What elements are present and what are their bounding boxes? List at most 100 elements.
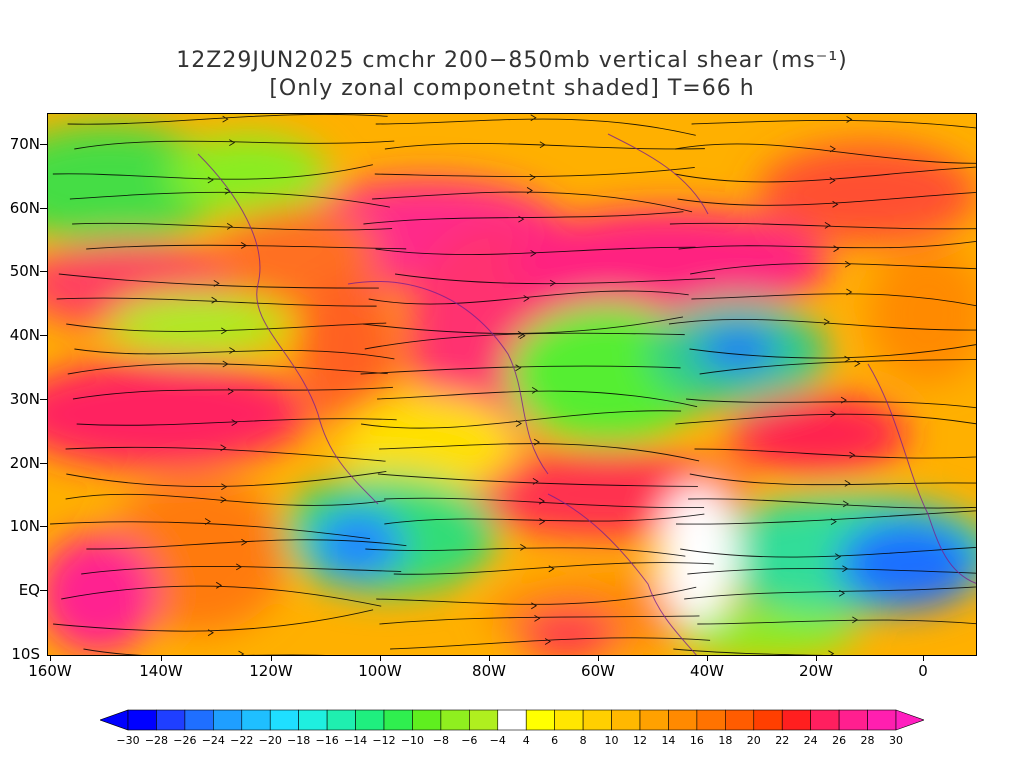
streamline-arrow bbox=[834, 553, 842, 560]
streamline bbox=[379, 615, 700, 625]
streamline-arrow bbox=[844, 479, 851, 487]
streamline bbox=[689, 344, 976, 359]
streamline-arrow bbox=[823, 318, 830, 326]
lon-tick bbox=[271, 656, 272, 661]
colorbar-label: 20 bbox=[746, 734, 761, 747]
colorbar-label: −4 bbox=[489, 734, 506, 747]
streamline-arrow bbox=[207, 176, 214, 184]
streamline-arrow bbox=[840, 396, 847, 404]
colorbar-swatch bbox=[554, 709, 584, 731]
colorbar-label: −28 bbox=[144, 734, 169, 747]
streamline-arrow bbox=[520, 543, 527, 551]
colorbar-swatch bbox=[355, 709, 385, 731]
colorbar-swatch bbox=[241, 709, 271, 731]
streamline bbox=[86, 244, 407, 250]
lat-label-70n: 70N bbox=[9, 135, 40, 153]
streamline bbox=[69, 191, 390, 208]
streamline bbox=[686, 398, 976, 409]
lon-tick bbox=[816, 656, 817, 661]
lat-label-30n: 30N bbox=[9, 390, 40, 408]
streamline bbox=[697, 619, 976, 625]
colorbar-label: −20 bbox=[258, 734, 282, 747]
colorbar-swatch bbox=[298, 709, 328, 731]
streamline-arrow bbox=[830, 518, 837, 526]
lon-tick bbox=[380, 656, 381, 661]
streamline bbox=[377, 390, 698, 408]
streamline-arrow bbox=[832, 200, 839, 208]
streamline bbox=[375, 118, 696, 136]
streamline-arrow bbox=[226, 223, 233, 230]
lon-label-40w: 40W bbox=[690, 662, 724, 680]
colorbar-swatch bbox=[326, 709, 356, 731]
lon-tick bbox=[489, 656, 490, 661]
streamline bbox=[677, 191, 976, 206]
colorbar-over-arrow bbox=[895, 709, 924, 731]
colorbar-label: 30 bbox=[889, 734, 903, 747]
streamline-arrow bbox=[238, 650, 245, 655]
colorbar-swatch bbox=[668, 709, 698, 731]
colorbar-label: −30 bbox=[116, 734, 140, 747]
lat-tick bbox=[40, 463, 47, 464]
streamline bbox=[690, 263, 976, 275]
streamline bbox=[374, 166, 695, 177]
streamline bbox=[376, 586, 697, 605]
streamline bbox=[66, 322, 387, 332]
streamline-arrow bbox=[534, 614, 541, 622]
colorbar-label: −16 bbox=[315, 734, 339, 747]
lat-label-10n: 10N bbox=[9, 517, 40, 535]
streamline bbox=[384, 142, 705, 150]
streamline-arrow bbox=[211, 296, 218, 304]
streamline bbox=[365, 547, 686, 557]
lat-tick bbox=[40, 144, 47, 145]
streamline bbox=[67, 363, 388, 375]
shear-map-plot bbox=[47, 113, 977, 656]
map-title-line2: [Only zonal componetnt shaded] T=66 h bbox=[269, 76, 755, 101]
colorbar bbox=[100, 709, 924, 731]
streamline bbox=[66, 471, 387, 487]
streamline bbox=[390, 637, 711, 650]
streamline-arrow bbox=[519, 332, 526, 340]
colorbar-swatch bbox=[725, 709, 755, 731]
streamline-arrow bbox=[842, 565, 849, 573]
streamline-arrow bbox=[854, 360, 861, 367]
streamline bbox=[81, 565, 402, 575]
streamline-arrow bbox=[204, 518, 211, 525]
colorbar-label: 26 bbox=[832, 734, 847, 747]
lon-tick bbox=[598, 656, 599, 661]
lon-label-20w: 20W bbox=[799, 662, 833, 680]
colorbar-label: 10 bbox=[604, 734, 619, 747]
streamline bbox=[674, 166, 976, 183]
streamline-arrow bbox=[207, 629, 214, 637]
streamline-arrow bbox=[533, 438, 541, 446]
streamline-arrow bbox=[530, 249, 537, 257]
streamlines-layer bbox=[50, 114, 976, 655]
colorbar-swatch bbox=[810, 709, 840, 731]
lat-label-60n: 60N bbox=[9, 199, 40, 217]
streamline-arrow bbox=[235, 563, 243, 571]
streamline-arrow bbox=[846, 116, 853, 123]
lat-label-40n: 40N bbox=[9, 326, 40, 344]
streamline bbox=[368, 290, 689, 305]
streamline-arrow bbox=[523, 295, 530, 302]
streamline-arrow bbox=[515, 420, 522, 427]
streamline-arrow bbox=[220, 496, 227, 504]
lat-tick bbox=[40, 590, 47, 591]
colorbar-label: −18 bbox=[287, 734, 311, 747]
streamline bbox=[372, 191, 693, 213]
streamline-arrow bbox=[842, 500, 849, 508]
lon-tick bbox=[50, 656, 51, 661]
lat-tick bbox=[40, 526, 47, 527]
lon-label-0: 0 bbox=[918, 662, 928, 680]
streamline-arrow bbox=[539, 141, 546, 149]
streamline-arrow bbox=[215, 581, 223, 589]
streamline bbox=[74, 140, 395, 150]
colorbar-swatch bbox=[469, 709, 499, 731]
lon-label-60w: 60W bbox=[581, 662, 615, 680]
streamline-arrow bbox=[538, 497, 545, 505]
colorbar-label: −6 bbox=[461, 734, 478, 747]
streamline bbox=[72, 222, 393, 231]
streamline-arrow bbox=[526, 187, 533, 194]
colorbar-label: −22 bbox=[230, 734, 254, 747]
streamline-arrow bbox=[229, 139, 236, 147]
streamline bbox=[699, 359, 976, 375]
